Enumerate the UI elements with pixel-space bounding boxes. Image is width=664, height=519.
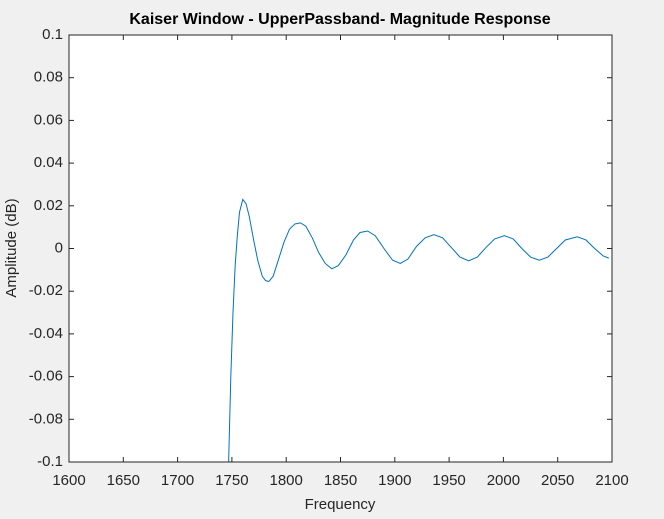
- x-tick-label: 2000: [487, 472, 520, 489]
- y-tick-label: 0.08: [34, 69, 63, 86]
- x-tick-label: 1600: [52, 472, 85, 489]
- x-tick-label: 1900: [378, 472, 411, 489]
- chart-title: Kaiser Window - UpperPassband- Magnitude…: [129, 11, 550, 28]
- x-tick-label: 2100: [595, 472, 628, 489]
- y-tick-label: 0.02: [34, 197, 63, 214]
- y-tick-label: 0.06: [34, 111, 63, 128]
- x-tick-label: 1800: [270, 472, 303, 489]
- y-tick-label: 0.04: [34, 154, 63, 171]
- x-tick-label: 1950: [432, 472, 465, 489]
- plot-lines: [228, 198, 609, 462]
- x-tick-label: 1750: [215, 472, 248, 489]
- y-tick-label: -0.08: [29, 410, 63, 427]
- y-tick-label: 0: [55, 239, 63, 256]
- y-tick-label: -0.04: [29, 325, 63, 342]
- x-axis-label: Frequency: [305, 496, 376, 513]
- plot-area: [69, 35, 612, 462]
- x-tick-label: 1700: [161, 472, 194, 489]
- data-line: [228, 198, 609, 462]
- y-tick-label: -0.1: [37, 453, 63, 470]
- x-tick-label: 1850: [324, 472, 357, 489]
- y-tick-label: -0.02: [29, 282, 63, 299]
- x-tick-label: 2050: [541, 472, 574, 489]
- y-axis-label: Amplitude (dB): [3, 198, 20, 297]
- x-tick-label: 1650: [107, 472, 140, 489]
- y-tick-label: 0.1: [42, 26, 63, 43]
- y-tick-label: -0.06: [29, 368, 63, 385]
